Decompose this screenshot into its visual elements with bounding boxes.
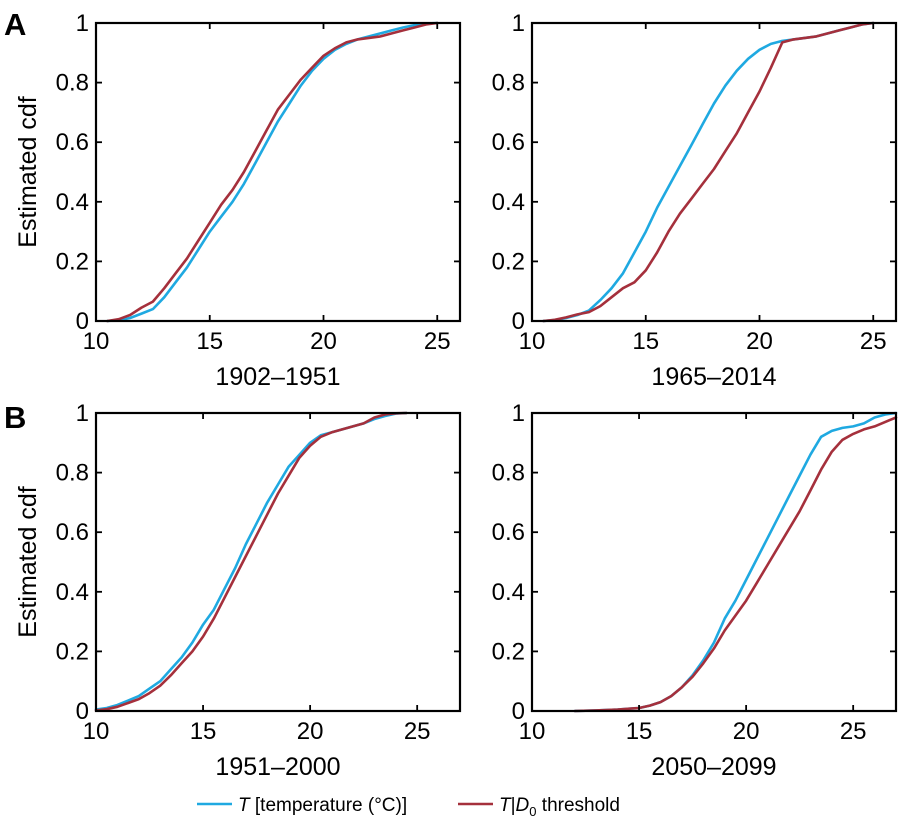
series-line-temperature (106, 21, 439, 323)
legend-temperature-text: [temperature (°C)] (250, 795, 408, 816)
legend-conditional-label: T|D0 threshold (499, 795, 620, 819)
y-tick-label: 0.6 (492, 519, 525, 546)
plot-frame (530, 21, 898, 323)
x-tick-label: 25 (404, 718, 431, 745)
x-tick-label: 15 (196, 328, 223, 355)
x-tick-label: 20 (746, 328, 773, 355)
y-tick-label: 0.2 (492, 638, 525, 665)
y-tick-label: 0.2 (56, 248, 89, 275)
plot-frame (94, 21, 462, 323)
x-tick-label: 15 (190, 718, 217, 745)
series-line-temperature (542, 21, 875, 323)
chart-4: 10 15 20 25 0 0.2 0.4 0.6 0.8 1 2050–2099 (492, 400, 898, 781)
x-tick-label: 10 (83, 718, 110, 745)
x-tick-label: 20 (297, 718, 324, 745)
legend-temperature-label: T [temperature (°C)] (238, 795, 407, 816)
y-tick-label: 0 (512, 308, 525, 335)
chart-2: 10 15 20 25 0 0.2 0.4 0.6 0.8 1 1965–2014 (492, 10, 898, 391)
y-tick-label: 0.2 (492, 248, 525, 275)
chart-1: 10 15 20 25 0 0.2 0.4 0.6 0.8 1 1902–1951 Estimated… (14, 10, 462, 391)
legend-conditional-text: threshold (537, 795, 620, 816)
y-tick-label: 0 (76, 698, 89, 725)
y-tick-label: 0.6 (56, 519, 89, 546)
y-tick-label: 0.2 (56, 638, 89, 665)
x-tick-label: 15 (632, 328, 659, 355)
y-tick-label: 0 (512, 698, 525, 725)
x-axis-label: 1902–1951 (215, 363, 340, 391)
y-tick-label: 1 (76, 10, 89, 37)
legend-conditional-bar: | (511, 795, 516, 816)
x-tick-label: 20 (310, 328, 337, 355)
y-tick-label: 0 (76, 308, 89, 335)
y-tick-label: 0.4 (492, 579, 525, 606)
y-tick-label: 0.8 (56, 460, 89, 487)
legend-conditional-sub-symbol: D (516, 795, 530, 816)
x-tick-label: 10 (519, 718, 546, 745)
x-tick-label: 25 (424, 328, 451, 355)
x-axis-label: 2050–2099 (651, 753, 776, 781)
y-tick-label: 0.8 (492, 460, 525, 487)
series-line-conditional (94, 411, 408, 712)
x-tick-label: 25 (860, 328, 887, 355)
x-axis-label: 1951–2000 (215, 753, 340, 781)
y-tick-label: 1 (76, 400, 89, 427)
series-line-conditional (573, 416, 898, 713)
charts: 10 15 20 2500.20.40.60.811902–1951Estimated… (14, 10, 898, 781)
legend-conditional-symbol: T (499, 795, 512, 816)
x-tick-label: 10 (519, 328, 546, 355)
x-tick-label: 15 (626, 718, 653, 745)
plot-frame (530, 411, 898, 713)
y-tick-label: 0.6 (492, 129, 525, 156)
y-tick-label: 0.6 (56, 129, 89, 156)
series-line-temperature (573, 411, 898, 713)
panel-letter-a: A (4, 7, 26, 42)
series-line-temperature (94, 411, 408, 711)
series-line-conditional (106, 21, 439, 323)
y-tick-label: 0.4 (56, 189, 89, 216)
y-tick-label: 0.8 (492, 70, 525, 97)
series-line-conditional (542, 21, 875, 323)
plot-frame (94, 411, 462, 713)
legend-temperature-symbol: T (238, 795, 251, 816)
x-tick-label: 20 (733, 718, 760, 745)
chart-3: 10 15 20 25 0 0.2 0.4 0.6 0.8 1 1951–2000 Estimated… (14, 400, 462, 781)
y-tick-label: 0.8 (56, 70, 89, 97)
y-axis-label: Estimated cdf (14, 96, 42, 248)
y-axis-label: Estimated cdf (14, 486, 42, 638)
y-tick-label: 1 (512, 10, 525, 37)
x-axis-label: 1965–2014 (651, 363, 776, 391)
y-tick-label: 0.4 (56, 579, 89, 606)
y-tick-label: 1 (512, 400, 525, 427)
x-tick-label: 10 (83, 328, 110, 355)
panel-letter-b: B (4, 400, 26, 435)
x-tick-label: 25 (840, 718, 867, 745)
legend-conditional-subscript: 0 (529, 804, 536, 819)
legend: T [temperature (°C)] T|D0 threshold (197, 795, 620, 819)
y-tick-label: 0.4 (492, 189, 525, 216)
